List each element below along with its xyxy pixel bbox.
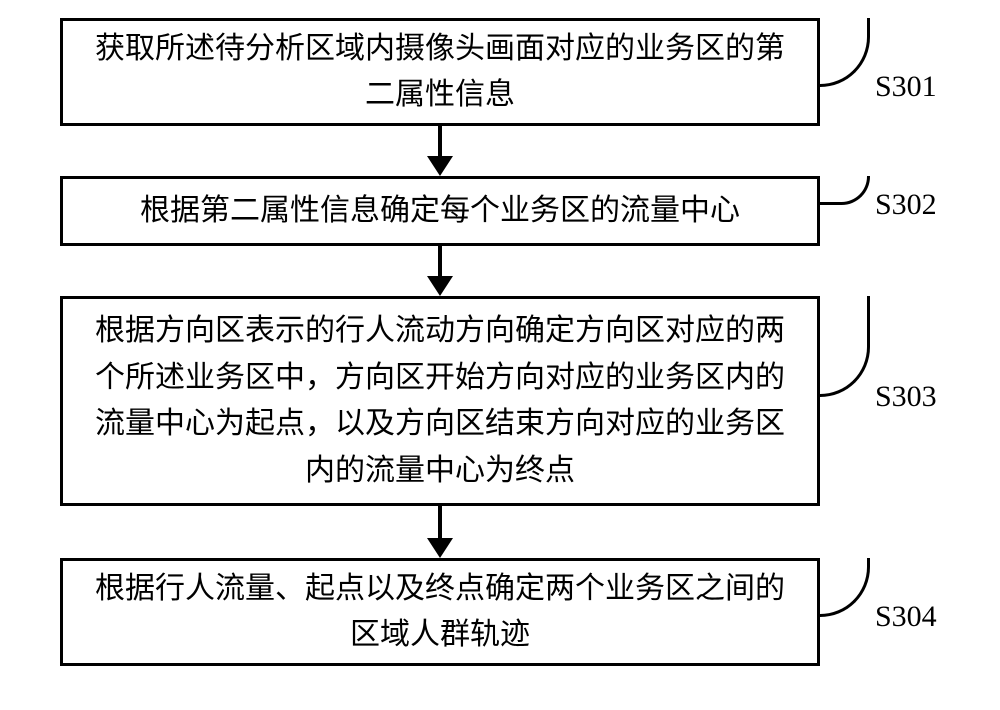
stage-label-s301: S301	[875, 70, 937, 104]
connector-s302	[820, 176, 870, 205]
flow-node-text: 获取所述待分析区域内摄像头画面对应的业务区的第二属性信息	[83, 26, 797, 119]
arrow-s302-s303	[0, 246, 1000, 296]
flow-node-text: 根据行人流量、起点以及终点确定两个业务区之间的区域人群轨迹	[83, 566, 797, 659]
arrow-s301-s302	[0, 126, 1000, 176]
flowchart-canvas: 获取所述待分析区域内摄像头画面对应的业务区的第二属性信息 S301 根据第二属性信息…	[0, 0, 1000, 710]
flow-node-text: 根据第二属性信息确定每个业务区的流量中心	[140, 188, 740, 235]
connector-s301	[820, 18, 870, 87]
flow-node-s303: 根据方向区表示的行人流动方向确定方向区对应的两个所述业务区中，方向区开始方向对应…	[60, 296, 820, 506]
flow-node-s301: 获取所述待分析区域内摄像头画面对应的业务区的第二属性信息	[60, 18, 820, 126]
flow-node-s304: 根据行人流量、起点以及终点确定两个业务区之间的区域人群轨迹	[60, 558, 820, 666]
stage-label-s304: S304	[875, 600, 937, 634]
stage-label-s303: S303	[875, 380, 937, 414]
connector-s304	[820, 558, 870, 617]
flow-node-s302: 根据第二属性信息确定每个业务区的流量中心	[60, 176, 820, 246]
flow-node-text: 根据方向区表示的行人流动方向确定方向区对应的两个所述业务区中，方向区开始方向对应…	[83, 308, 797, 494]
arrow-s303-s304	[0, 506, 1000, 558]
stage-label-s302: S302	[875, 188, 937, 222]
connector-s303	[820, 296, 870, 397]
